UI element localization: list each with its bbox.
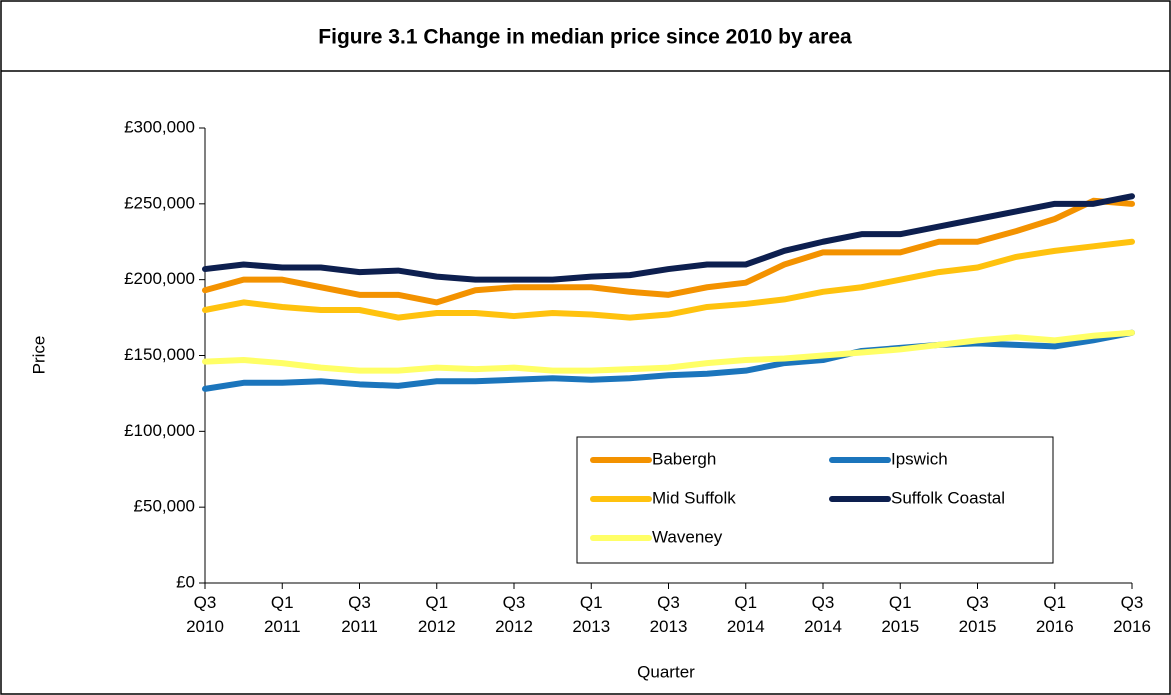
x-tick-label: Q1 2014 <box>726 593 765 636</box>
y-tick-label: £250,000 <box>124 193 195 212</box>
x-tick-label: Q3 2011 <box>341 593 378 636</box>
x-axis-label: Quarter <box>637 662 695 681</box>
x-tick-label: Q3 2014 <box>804 593 842 636</box>
x-tick-label: Q1 2012 <box>417 593 456 636</box>
y-tick-label: £300,000 <box>124 117 195 136</box>
x-tick-label: Q1 2016 <box>1035 593 1074 636</box>
legend-label: Suffolk Coastal <box>891 488 1005 507</box>
legend-label: Mid Suffolk <box>652 488 736 507</box>
x-tick-label: Q1 2011 <box>263 593 301 636</box>
series-line <box>202 238 1135 321</box>
series-line <box>202 329 1135 374</box>
x-tick-label: Q3 2010 <box>186 593 224 636</box>
x-tick-label: Q1 2013 <box>572 593 611 636</box>
x-tick-label: Q1 2015 <box>881 593 920 636</box>
x-tick-label: Q3 2015 <box>958 593 997 636</box>
y-tick-label: £100,000 <box>124 421 195 440</box>
y-tick-label: £150,000 <box>124 345 195 364</box>
x-tick-label: Q3 2013 <box>649 593 688 636</box>
legend-label: Babergh <box>652 449 716 468</box>
y-axis-label: Price <box>29 336 48 375</box>
x-tick-label: Q3 2012 <box>495 593 533 636</box>
legend-label: Ipswich <box>891 449 948 468</box>
legend-label: Waveney <box>652 527 723 546</box>
series-line <box>202 329 1135 392</box>
x-tick-label: Q3 2016 <box>1113 593 1151 636</box>
series-line <box>202 193 1135 283</box>
y-tick-label: £0 <box>176 572 195 591</box>
chart-title: Figure 3.1 Change in median price since … <box>318 26 852 49</box>
y-tick-label: £200,000 <box>124 269 195 288</box>
series-line <box>202 197 1135 306</box>
legend-box <box>576 436 1054 564</box>
y-tick-label: £50,000 <box>134 497 195 516</box>
